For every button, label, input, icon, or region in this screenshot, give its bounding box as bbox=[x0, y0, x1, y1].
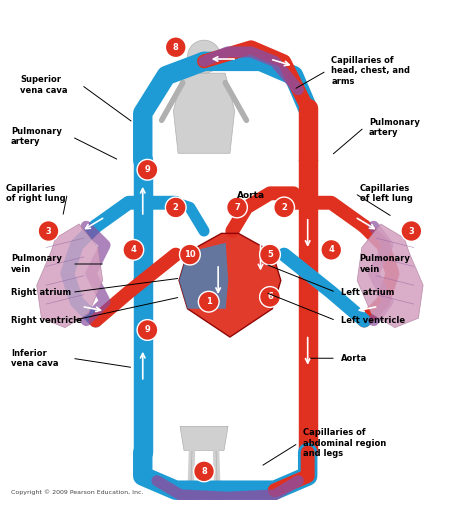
Circle shape bbox=[188, 40, 220, 73]
Text: 7: 7 bbox=[234, 203, 240, 212]
Circle shape bbox=[401, 221, 422, 241]
Text: 5: 5 bbox=[267, 250, 273, 259]
Polygon shape bbox=[179, 233, 281, 337]
Polygon shape bbox=[173, 73, 235, 153]
Text: 4: 4 bbox=[328, 246, 334, 254]
Text: 9: 9 bbox=[145, 325, 150, 334]
Circle shape bbox=[137, 159, 158, 180]
Text: Inferior
vena cava: Inferior vena cava bbox=[11, 348, 58, 368]
Text: 2: 2 bbox=[281, 203, 287, 212]
Circle shape bbox=[321, 240, 342, 260]
Circle shape bbox=[198, 291, 219, 312]
Text: Left ventricle: Left ventricle bbox=[341, 316, 405, 325]
Text: 3: 3 bbox=[46, 227, 51, 235]
Text: 6: 6 bbox=[267, 293, 273, 301]
Text: Capillaries of
abdominal region
and legs: Capillaries of abdominal region and legs bbox=[303, 428, 386, 458]
Text: 9: 9 bbox=[145, 165, 150, 174]
Circle shape bbox=[165, 197, 186, 218]
Circle shape bbox=[165, 37, 186, 58]
Text: 1: 1 bbox=[206, 297, 212, 306]
Circle shape bbox=[274, 197, 294, 218]
Circle shape bbox=[38, 221, 59, 241]
Circle shape bbox=[260, 287, 280, 307]
Circle shape bbox=[180, 244, 200, 265]
Text: Capillaries of
head, chest, and
arms: Capillaries of head, chest, and arms bbox=[331, 56, 410, 86]
Polygon shape bbox=[36, 224, 103, 327]
Text: Pulmonary
artery: Pulmonary artery bbox=[369, 118, 420, 137]
Text: 10: 10 bbox=[184, 250, 196, 259]
Text: Left atrium: Left atrium bbox=[341, 288, 394, 297]
Text: Pulmonary
artery: Pulmonary artery bbox=[11, 127, 62, 146]
Polygon shape bbox=[179, 243, 228, 309]
Text: 4: 4 bbox=[130, 246, 136, 254]
Text: 8: 8 bbox=[201, 467, 207, 476]
Circle shape bbox=[123, 240, 144, 260]
Text: Copyright © 2009 Pearson Education, Inc.: Copyright © 2009 Pearson Education, Inc. bbox=[11, 489, 143, 495]
Text: 2: 2 bbox=[173, 203, 179, 212]
Text: Aorta: Aorta bbox=[237, 191, 265, 200]
Text: 3: 3 bbox=[409, 227, 414, 235]
Text: Aorta: Aorta bbox=[341, 354, 367, 363]
Text: Right ventricle: Right ventricle bbox=[11, 316, 82, 325]
Text: Pulmonary
vein: Pulmonary vein bbox=[11, 254, 62, 274]
Text: Superior
vena cava: Superior vena cava bbox=[20, 75, 68, 95]
Text: Capillaries
of right lung: Capillaries of right lung bbox=[6, 184, 66, 203]
Circle shape bbox=[137, 319, 158, 341]
Circle shape bbox=[194, 461, 214, 482]
Circle shape bbox=[260, 244, 280, 265]
Circle shape bbox=[227, 197, 247, 218]
Polygon shape bbox=[180, 426, 228, 450]
Polygon shape bbox=[357, 224, 423, 327]
Text: Right atrium: Right atrium bbox=[11, 288, 71, 297]
Text: 8: 8 bbox=[173, 43, 179, 52]
Text: Capillaries
of left lung: Capillaries of left lung bbox=[359, 184, 412, 203]
Text: Pulmonary
vein: Pulmonary vein bbox=[359, 254, 410, 274]
